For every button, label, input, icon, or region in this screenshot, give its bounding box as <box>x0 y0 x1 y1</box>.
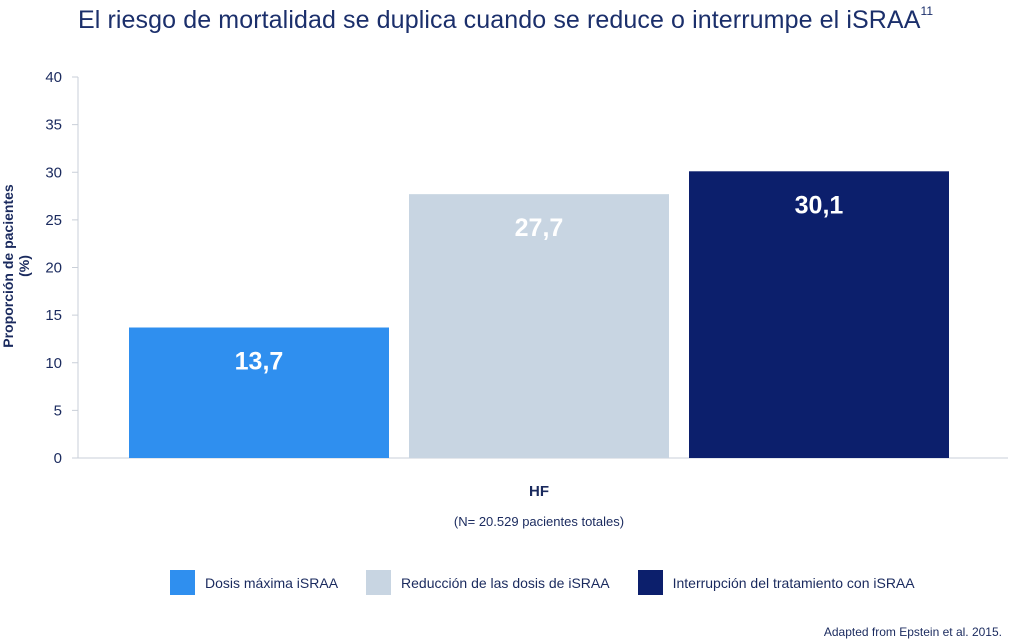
y-tick-label: 0 <box>54 450 62 467</box>
legend-swatch <box>366 570 392 595</box>
y-tick-label: 5 <box>54 402 62 419</box>
bar <box>129 327 389 458</box>
bar <box>409 194 669 458</box>
y-axis-title: Proporción de pacientes (%) <box>0 184 32 348</box>
legend-item-dosis-maxima: Dosis máxima iSRAA <box>170 570 338 595</box>
legend-swatch <box>637 570 663 595</box>
title-reference: 11 <box>920 3 934 18</box>
legend-item-interrupcion: Interrupción del tratamiento con iSRAA <box>637 570 915 595</box>
y-tick-label: 25 <box>45 212 62 229</box>
y-tick-label: 30 <box>45 164 62 181</box>
chart-title: El riesgo de mortalidad se duplica cuand… <box>78 3 934 34</box>
bar-value-label: 13,7 <box>235 348 284 376</box>
legend: Dosis máxima iSRAA Reducción de las dosi… <box>170 570 943 595</box>
source-note: Adapted from Epstein et al. 2015. <box>823 625 1002 639</box>
y-tick-label: 20 <box>45 260 62 277</box>
y-tick-label: 10 <box>45 355 62 372</box>
legend-item-reduccion: Reducción de las dosis de iSRAA <box>366 570 610 595</box>
y-tick-label: 35 <box>45 117 62 134</box>
bar <box>689 171 949 459</box>
bar-value-label: 27,7 <box>515 214 564 242</box>
x-category-label: HF <box>529 483 549 500</box>
bar-value-label: 30,1 <box>795 191 844 219</box>
legend-label: Interrupción del tratamiento con iSRAA <box>672 574 915 591</box>
y-tick-label: 40 <box>45 69 62 86</box>
x-category-note: (N= 20.529 pacientes totales) <box>454 514 624 529</box>
y-tick-label: 15 <box>45 307 62 324</box>
legend-swatch <box>170 570 195 595</box>
legend-label: Dosis máxima iSRAA <box>205 574 339 591</box>
legend-label: Reducción de las dosis de iSRAA <box>401 574 610 591</box>
